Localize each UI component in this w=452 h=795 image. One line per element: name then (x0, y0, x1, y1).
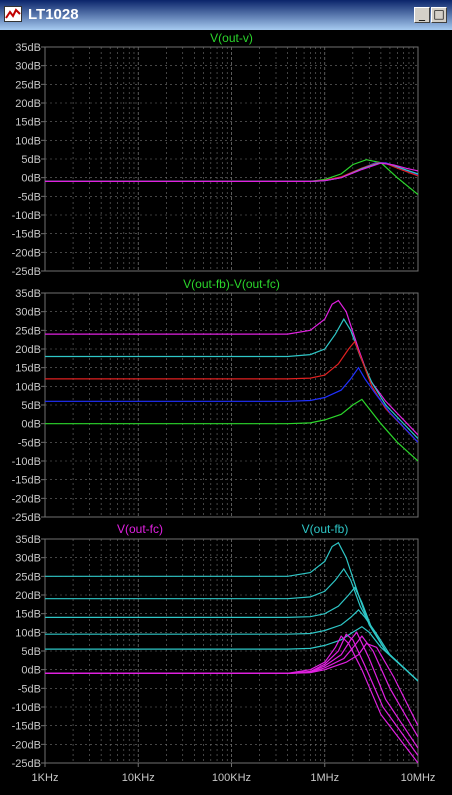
y-tick-label: 10dB (15, 627, 41, 639)
y-tick-label: 20dB (15, 98, 41, 110)
chart-panel-1: 35dB 30dB 25dB 20dB 15dB 10dB 5dB 0dB -5dB -10dB -… (12, 31, 419, 278)
y-tick-label: -15dB (12, 721, 41, 733)
legend-label: V(out-fb) (302, 522, 349, 536)
y-tick-label: 25dB (15, 571, 41, 583)
y-tick-label: 15dB (15, 363, 41, 375)
x-tick-label: 100KHz (212, 772, 251, 784)
x-tick-label: 1KHz (32, 772, 59, 784)
y-tick-label: -10dB (12, 210, 41, 222)
y-tick-label: 35dB (15, 42, 41, 54)
series-line-cyan (45, 625, 418, 682)
y-tick-label: 5dB (21, 646, 41, 658)
y-tick-label: 5dB (21, 400, 41, 412)
y-tick-label: 20dB (15, 590, 41, 602)
y-tick-label: 0dB (21, 173, 41, 185)
y-tick-label: 10dB (15, 135, 41, 147)
series-line-red (45, 340, 418, 443)
x-tick-label: 10MHz (401, 772, 436, 784)
y-tick-label: -5dB (18, 437, 41, 449)
trace-label: V(out-fb)-V(out-fc) (183, 277, 280, 291)
plot-frame (44, 292, 419, 518)
y-tick-label: 30dB (15, 61, 41, 73)
y-tick-label: 0dB (21, 665, 41, 677)
y-tick-label: 5dB (21, 154, 41, 166)
trace-label: V(out-v) (210, 31, 253, 45)
y-tick-label: 10dB (15, 381, 41, 393)
y-tick-label: -10dB (12, 456, 41, 468)
y-tick-label: -10dB (12, 702, 41, 714)
chart-panel-2: 35dB 30dB 25dB 20dB 15dB 10dB 5dB 0dB -5dB -10dB -… (12, 277, 419, 524)
y-tick-label: 15dB (15, 609, 41, 621)
y-tick-label: 20dB (15, 344, 41, 356)
legend-label: V(out-fc) (117, 522, 163, 536)
x-tick-label: 10KHz (122, 772, 155, 784)
series-line-blue (45, 366, 418, 443)
y-tick-label: -25dB (12, 512, 41, 524)
y-tick-label: -15dB (12, 229, 41, 241)
y-tick-label: 25dB (15, 79, 41, 91)
y-tick-label: -5dB (18, 191, 41, 203)
y-tick-label: -25dB (12, 758, 41, 770)
y-tick-label: -20dB (12, 247, 41, 259)
y-tick-label: -20dB (12, 493, 41, 505)
series-line-cyan (45, 609, 418, 682)
series-line-green (45, 398, 418, 462)
title-bar: LT1028 _ □ (0, 0, 452, 30)
y-tick-label: 25dB (15, 325, 41, 337)
y-tick-label: 35dB (15, 288, 41, 300)
plot-frame (44, 46, 419, 272)
waveform-icon (4, 6, 22, 22)
series-line-magenta (45, 162, 418, 182)
minimize-button[interactable]: _ (414, 7, 430, 23)
waveform-plot-area[interactable]: 35dB 30dB 25dB 20dB 15dB 10dB 5dB 0dB -5dB -10dB -… (0, 30, 452, 795)
y-tick-label: 30dB (15, 553, 41, 565)
y-tick-label: -25dB (12, 266, 41, 278)
y-tick-label: -5dB (18, 683, 41, 695)
series-line-magenta (45, 642, 418, 726)
y-tick-label: 30dB (15, 307, 41, 319)
chart-panel-3: 35dB 30dB 25dB 20dB 15dB 10dB 5dB 0dB -5dB -10dB -… (12, 522, 436, 784)
maximize-button[interactable]: □ (431, 7, 447, 23)
y-tick-label: 35dB (15, 534, 41, 546)
series-line-cyan (45, 317, 418, 440)
y-tick-label: 0dB (21, 419, 41, 431)
series-line-cyan (45, 586, 418, 682)
y-tick-label: -15dB (12, 475, 41, 487)
series-line-magenta (45, 635, 418, 763)
x-tick-label: 1MHz (310, 772, 339, 784)
y-tick-label: -20dB (12, 739, 41, 751)
window-title: LT1028 (28, 6, 79, 23)
y-tick-label: 15dB (15, 117, 41, 129)
